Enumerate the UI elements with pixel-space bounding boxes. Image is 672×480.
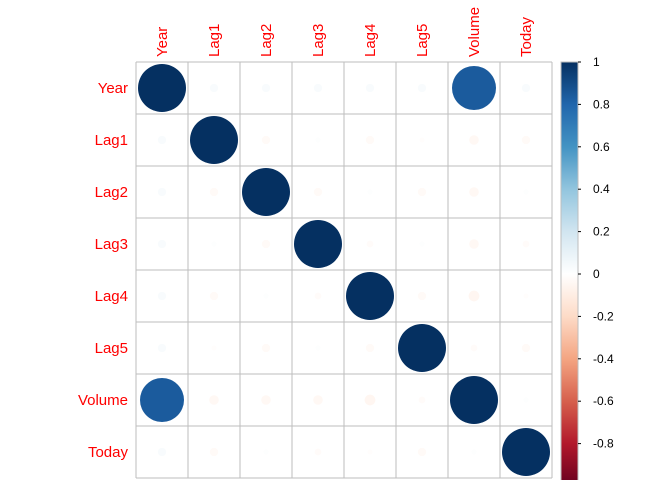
correlation-circle-lag3-lag3 <box>294 220 342 268</box>
column-label-lag3: Lag3 <box>310 24 327 57</box>
correlation-circle-today-volume <box>471 449 477 455</box>
column-label-volume: Volume <box>466 7 483 57</box>
color-bar-tick-label: 0 <box>593 267 600 281</box>
correlation-circle-lag2-lag3 <box>313 187 323 197</box>
correlation-circle-lag1-year <box>157 135 167 145</box>
correlation-circle-lag4-lag2 <box>263 293 269 299</box>
column-label-lag4: Lag4 <box>362 24 379 57</box>
correlation-circles <box>138 64 550 476</box>
column-label-today: Today <box>518 16 535 57</box>
correlation-circle-volume-lag3 <box>313 395 323 405</box>
correlation-circle-lag3-lag1 <box>211 241 217 247</box>
correlation-circle-today-lag1 <box>209 447 219 457</box>
correlation-circle-today-lag3 <box>314 448 322 456</box>
color-bar-tick-label: 0.8 <box>593 97 610 111</box>
correlation-circle-lag4-lag4 <box>346 272 394 320</box>
row-label-today: Today <box>88 444 129 461</box>
color-bar-tick-label: -0.4 <box>593 352 614 366</box>
row-label-lag3: Lag3 <box>95 236 128 253</box>
color-bar-tick-label: 0.6 <box>593 140 610 154</box>
correlation-circle-today-today <box>502 428 550 476</box>
correlation-grid <box>135 61 553 479</box>
correlation-circle-lag1-today <box>521 135 531 145</box>
correlation-circle-today-lag2 <box>263 449 269 455</box>
correlation-circle-lag5-lag1 <box>211 345 217 351</box>
color-bar <box>560 61 579 480</box>
correlation-circle-volume-lag4 <box>364 394 376 406</box>
row-labels: Year Lag1 Lag2 Lag3 Lag4 Lag5 Volume Today <box>78 80 129 461</box>
color-bar-tick-label: 1 <box>593 55 600 69</box>
correlation-circle-volume-lag5 <box>418 396 426 404</box>
correlation-circle-lag5-lag4 <box>365 343 375 353</box>
correlation-circle-lag2-lag5 <box>417 187 427 197</box>
correlation-circle-lag4-year <box>157 291 167 301</box>
correlation-circle-lag4-lag1 <box>209 291 219 301</box>
correlation-circle-volume-lag2 <box>261 395 271 405</box>
correlation-circle-volume-volume <box>450 376 498 424</box>
correlation-circle-lag3-lag5 <box>419 241 425 247</box>
correlation-circle-lag4-volume <box>468 290 480 302</box>
correlation-circle-year-today <box>521 83 531 93</box>
correlation-circle-year-lag2 <box>261 83 271 93</box>
color-bar-tick-label: 0.2 <box>593 225 610 239</box>
correlation-circle-lag4-lag3 <box>314 292 322 300</box>
correlation-circle-lag2-lag4 <box>367 189 373 195</box>
correlation-circle-lag3-year <box>157 239 167 249</box>
correlation-circle-lag1-volume <box>469 135 479 145</box>
correlation-circle-today-lag4 <box>367 449 373 455</box>
correlation-circle-lag2-volume <box>469 187 479 197</box>
correlation-circle-year-year <box>138 64 186 112</box>
correlation-circle-volume-today <box>523 397 529 403</box>
correlation-circle-lag1-lag1 <box>190 116 238 164</box>
correlation-circle-lag1-lag4 <box>365 135 375 145</box>
column-label-year: Year <box>154 27 171 57</box>
correlation-circle-lag1-lag3 <box>315 137 321 143</box>
correlation-circle-lag3-today <box>522 240 530 248</box>
column-label-lag1: Lag1 <box>206 24 223 57</box>
correlation-circle-lag3-volume <box>469 239 479 249</box>
color-legend: -1-0.8-0.6-0.4-0.200.20.40.60.81 <box>560 55 614 480</box>
correlation-circle-lag2-lag1 <box>209 187 219 197</box>
color-bar-tick-label: -0.6 <box>593 394 614 408</box>
correlation-circle-lag3-lag2 <box>261 239 271 249</box>
correlation-circle-lag5-volume <box>470 344 478 352</box>
correlation-circle-lag2-today <box>523 189 529 195</box>
color-bar-tick-label: 0.4 <box>593 182 610 196</box>
correlation-circle-lag5-year <box>157 343 167 353</box>
correlation-circle-volume-year <box>140 378 184 422</box>
correlation-circle-year-lag1 <box>209 83 219 93</box>
correlation-circle-today-year <box>157 447 167 457</box>
correlation-circle-year-lag4 <box>365 83 375 93</box>
correlation-circle-lag3-lag4 <box>366 240 374 248</box>
color-bar-tick-label: -0.2 <box>593 309 614 323</box>
correlation-circle-year-volume <box>452 66 496 110</box>
row-label-year: Year <box>98 80 128 97</box>
correlation-circle-lag5-lag3 <box>315 345 321 351</box>
column-label-lag2: Lag2 <box>258 24 275 57</box>
correlation-circle-lag5-lag2 <box>261 343 271 353</box>
correlation-circle-lag5-today <box>521 343 531 353</box>
correlation-circle-year-lag3 <box>313 83 323 93</box>
correlation-circle-lag2-lag2 <box>242 168 290 216</box>
correlation-circle-lag2-year <box>157 187 167 197</box>
correlation-circle-year-lag5 <box>417 83 427 93</box>
correlation-circle-lag1-lag5 <box>419 137 425 143</box>
correlation-circle-volume-lag1 <box>209 395 219 405</box>
row-label-lag2: Lag2 <box>95 184 128 201</box>
correlation-circle-lag4-lag5 <box>417 291 427 301</box>
row-label-lag5: Lag5 <box>95 340 128 357</box>
color-bar-tick-label: -0.8 <box>593 437 614 451</box>
row-label-lag4: Lag4 <box>95 288 128 305</box>
row-label-volume: Volume <box>78 392 128 409</box>
column-label-lag5: Lag5 <box>414 24 431 57</box>
column-labels: Year Lag1 Lag2 Lag3 Lag4 Lag5 Volume Today <box>154 7 535 57</box>
correlation-circle-today-lag5 <box>417 447 427 457</box>
correlation-circle-lag5-lag5 <box>398 324 446 372</box>
row-label-lag1: Lag1 <box>95 132 128 149</box>
correlation-circle-lag1-lag2 <box>261 135 271 145</box>
correlation-circle-lag4-today <box>523 293 529 299</box>
